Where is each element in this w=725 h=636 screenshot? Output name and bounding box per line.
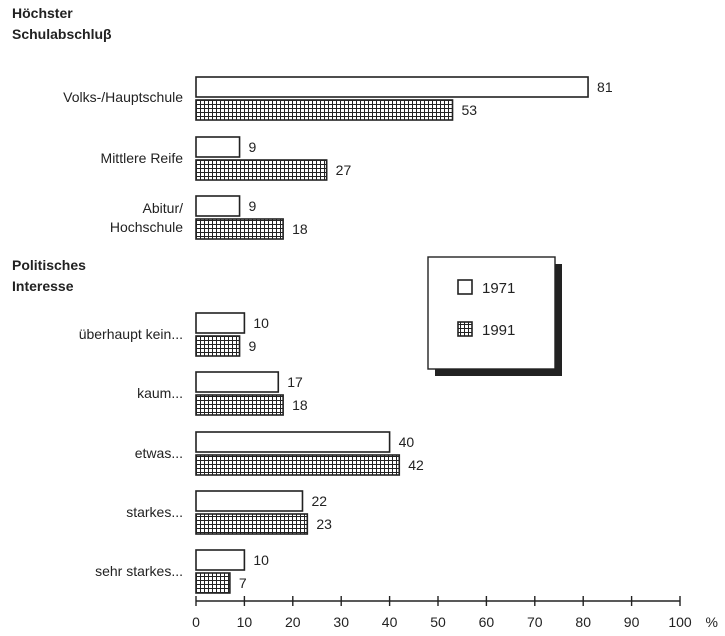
bar-1971: [195, 312, 246, 334]
bar-1991: [195, 394, 284, 416]
group-title-line: Politisches: [12, 257, 86, 273]
value-label: 27: [336, 162, 352, 178]
group-title-line: Schulabschluβ: [12, 26, 112, 42]
category-label: Mittlere Reife: [101, 150, 184, 166]
x-tick-label: 90: [624, 614, 640, 630]
category-label: Hochschule: [110, 219, 183, 235]
category-label: starkes...: [126, 504, 183, 520]
x-tick-label: 40: [382, 614, 398, 630]
bar-1991: [195, 513, 309, 535]
x-axis-unit: %: [706, 614, 718, 630]
category-label: Volks-/Hauptschule: [63, 89, 183, 105]
group-title-line: Höchster: [12, 5, 73, 21]
value-label: 18: [292, 221, 308, 237]
value-label: 10: [253, 552, 269, 568]
legend-label: 1991: [482, 322, 515, 339]
legend-label: 1971: [482, 280, 515, 297]
bar-1971: [195, 136, 241, 158]
x-tick-label: 30: [333, 614, 349, 630]
value-label: 9: [249, 139, 257, 155]
value-label: 10: [253, 315, 269, 331]
group-title-line: Interesse: [12, 278, 74, 294]
bar-1991: [195, 335, 241, 357]
x-tick-label: 100: [668, 614, 692, 630]
category-label: etwas...: [135, 445, 183, 461]
value-label: 7: [239, 575, 247, 591]
bar-1971: [195, 431, 391, 453]
legend-swatch-1971: [457, 279, 473, 295]
value-label: 53: [462, 102, 478, 118]
x-tick-label: 80: [575, 614, 591, 630]
bar-1991: [195, 218, 284, 240]
value-label: 40: [399, 434, 415, 450]
x-tick-label: 50: [430, 614, 446, 630]
bar-1971: [195, 195, 241, 217]
x-tick-label: 20: [285, 614, 301, 630]
bar-1971: [195, 490, 304, 512]
value-label: 9: [249, 338, 257, 354]
bar-1971: [195, 371, 280, 393]
value-label: 17: [287, 374, 303, 390]
value-label: 81: [597, 79, 613, 95]
x-tick-label: 0: [192, 614, 200, 630]
x-tick-label: 10: [237, 614, 253, 630]
value-label: 22: [311, 493, 327, 509]
value-label: 42: [408, 457, 424, 473]
bar-1971: [195, 549, 246, 571]
x-tick-label: 60: [479, 614, 495, 630]
category-label: Abitur/: [143, 200, 184, 216]
category-label: kaum...: [137, 385, 183, 401]
bar-1991: [195, 572, 231, 594]
value-label: 9: [249, 198, 257, 214]
value-label: 23: [316, 516, 332, 532]
bar-1991: [195, 159, 328, 181]
bar-1991: [195, 454, 401, 476]
legend-box: [427, 256, 556, 370]
legend-swatch-1991: [457, 321, 473, 337]
x-tick-label: 70: [527, 614, 543, 630]
category-label: überhaupt kein...: [79, 326, 183, 342]
bar-1991: [195, 99, 454, 121]
value-label: 18: [292, 397, 308, 413]
bar-1971: [195, 76, 589, 98]
category-label: sehr starkes...: [95, 563, 183, 579]
